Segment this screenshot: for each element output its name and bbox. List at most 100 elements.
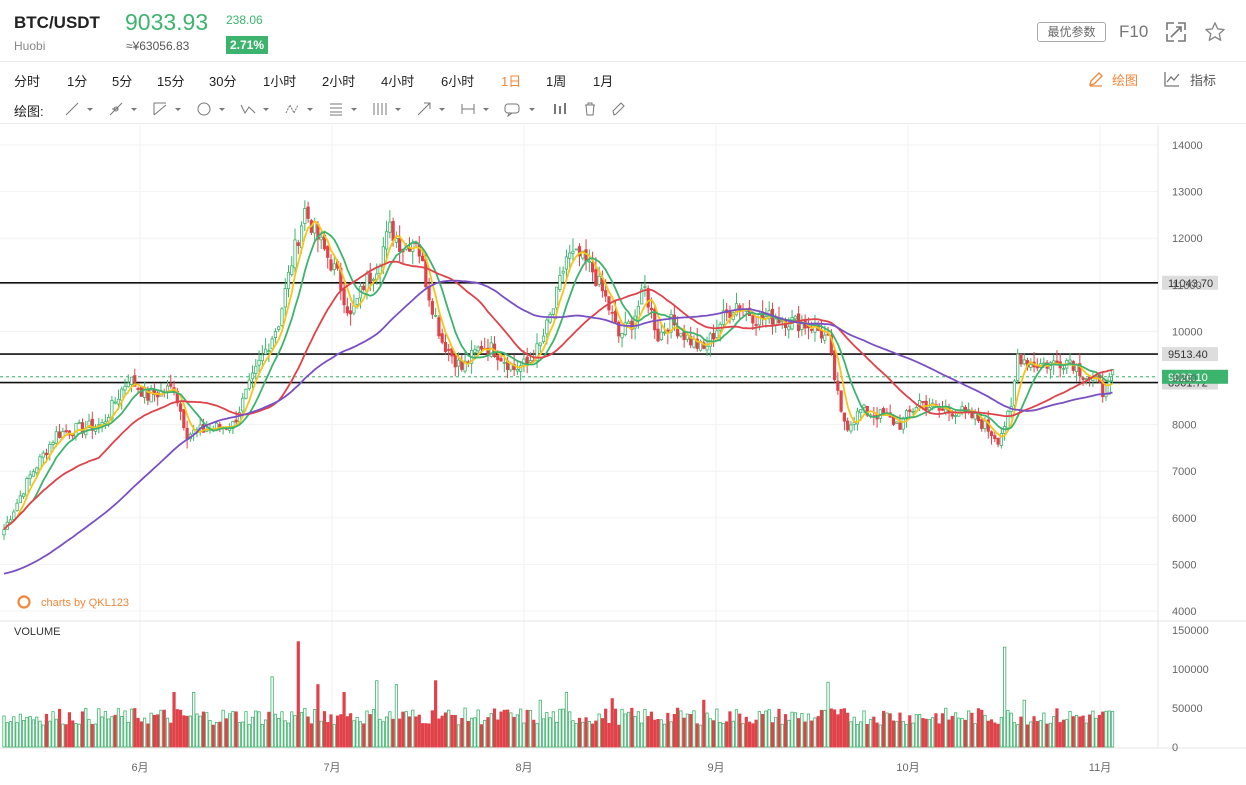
volume-bar <box>666 712 670 748</box>
volume-bar <box>18 713 22 748</box>
volume-bar <box>1078 716 1082 748</box>
candle-body <box>87 420 91 428</box>
volume-bar <box>1088 714 1092 748</box>
star-icon[interactable] <box>1204 21 1226 43</box>
tf-1w[interactable]: 1周 <box>546 74 567 89</box>
fullscreen-icon[interactable] <box>1166 22 1186 42</box>
volume-bar <box>891 720 896 748</box>
volume-bar <box>247 723 251 748</box>
candle-body <box>839 390 843 412</box>
pencil-icon <box>1089 72 1103 87</box>
volume-bar <box>293 715 297 748</box>
volume-bar <box>980 709 984 748</box>
tf-1mon[interactable]: 1月 <box>593 74 614 89</box>
volume-bar <box>715 708 719 748</box>
tf-1d[interactable]: 1日 <box>501 74 522 89</box>
volume-bar <box>1048 722 1052 748</box>
ellipse-icon[interactable] <box>196 101 228 117</box>
volume-bar <box>41 724 45 748</box>
candle-body <box>192 429 196 434</box>
volume-bar <box>914 714 918 748</box>
best-params-button[interactable]: 最优参数 <box>1037 22 1106 42</box>
f10-button[interactable]: F10 <box>1119 22 1149 41</box>
volume-bar <box>489 713 493 748</box>
text-note-icon[interactable] <box>504 101 538 117</box>
tf-15min[interactable]: 15分 <box>157 74 185 89</box>
volume-bar <box>604 708 608 748</box>
tf-1h[interactable]: 1小时 <box>263 74 297 89</box>
volume-bar <box>653 719 657 748</box>
volume-bar <box>411 709 415 748</box>
candle-body <box>473 349 477 353</box>
tf-5min[interactable]: 5分 <box>112 74 133 89</box>
bar-pattern-icon[interactable] <box>552 101 568 117</box>
volume-bar <box>555 721 559 748</box>
fibonacci-icon[interactable] <box>328 101 360 117</box>
volume-bar <box>414 716 418 748</box>
volume-bar <box>970 712 974 748</box>
volume-bar <box>420 723 425 748</box>
pattern-icon[interactable] <box>284 101 316 117</box>
candle-body <box>695 338 699 349</box>
volume-bar <box>466 720 470 748</box>
tf-30min[interactable]: 30分 <box>209 74 237 89</box>
channel-icon[interactable] <box>152 101 184 117</box>
volume-bar <box>198 715 202 748</box>
volume-bar <box>823 710 827 748</box>
volume-bar <box>221 709 225 748</box>
candle-body <box>116 398 121 405</box>
tf-2h[interactable]: 2小时 <box>322 74 356 89</box>
volume-bar <box>731 720 735 748</box>
volume-bar <box>610 698 614 748</box>
volume-bar <box>103 711 107 748</box>
candle-body <box>653 308 657 331</box>
pair-name[interactable]: BTC/USDT <box>14 13 100 32</box>
price-tick-label: 11000 <box>1172 280 1202 292</box>
volume-bar <box>499 711 503 748</box>
eraser-icon[interactable] <box>611 101 627 117</box>
wave-icon[interactable] <box>240 101 272 117</box>
volume-bar <box>44 713 49 748</box>
candle-body <box>715 330 719 338</box>
volume-bar <box>636 711 640 748</box>
volume-bar <box>378 718 382 748</box>
volume-bar <box>921 718 925 748</box>
candle-body <box>182 409 186 429</box>
volume-bar <box>682 717 686 748</box>
volume-bar <box>728 711 732 748</box>
volume-bar <box>790 711 794 748</box>
candle-body <box>332 263 336 271</box>
candle-body <box>296 242 300 246</box>
volume-bar <box>299 712 304 748</box>
measure-icon[interactable] <box>460 101 492 117</box>
candle-body <box>329 259 333 271</box>
tf-6h[interactable]: 6小时 <box>441 74 475 89</box>
volume-bar <box>976 708 981 748</box>
price-tick-label: 7000 <box>1172 466 1196 478</box>
tf-time-share[interactable]: 分时 <box>14 74 41 89</box>
volume-bar <box>260 724 264 748</box>
period-lines-icon[interactable] <box>372 101 404 117</box>
tf-1min[interactable]: 1分 <box>67 74 88 89</box>
candle-body <box>656 328 660 342</box>
candle-body <box>581 250 585 259</box>
trend-line-icon[interactable] <box>64 101 96 117</box>
volume-bar <box>587 720 591 748</box>
arrow-icon[interactable] <box>416 101 448 117</box>
volume-bar <box>28 716 32 748</box>
volume-bar <box>839 708 843 748</box>
candle-body <box>64 430 68 433</box>
volume-bar <box>626 711 631 748</box>
ray-line-icon[interactable] <box>108 101 140 117</box>
trash-icon[interactable] <box>582 101 598 117</box>
volume-bar <box>1035 720 1039 748</box>
volume-bar <box>643 709 647 748</box>
candle-body <box>993 435 997 440</box>
volume-bar <box>394 684 399 748</box>
volume-bar <box>937 723 941 748</box>
volume-bar <box>15 722 19 748</box>
tf-4h[interactable]: 4小时 <box>381 74 415 89</box>
volume-bar <box>67 712 71 748</box>
volume-bar <box>620 708 624 748</box>
